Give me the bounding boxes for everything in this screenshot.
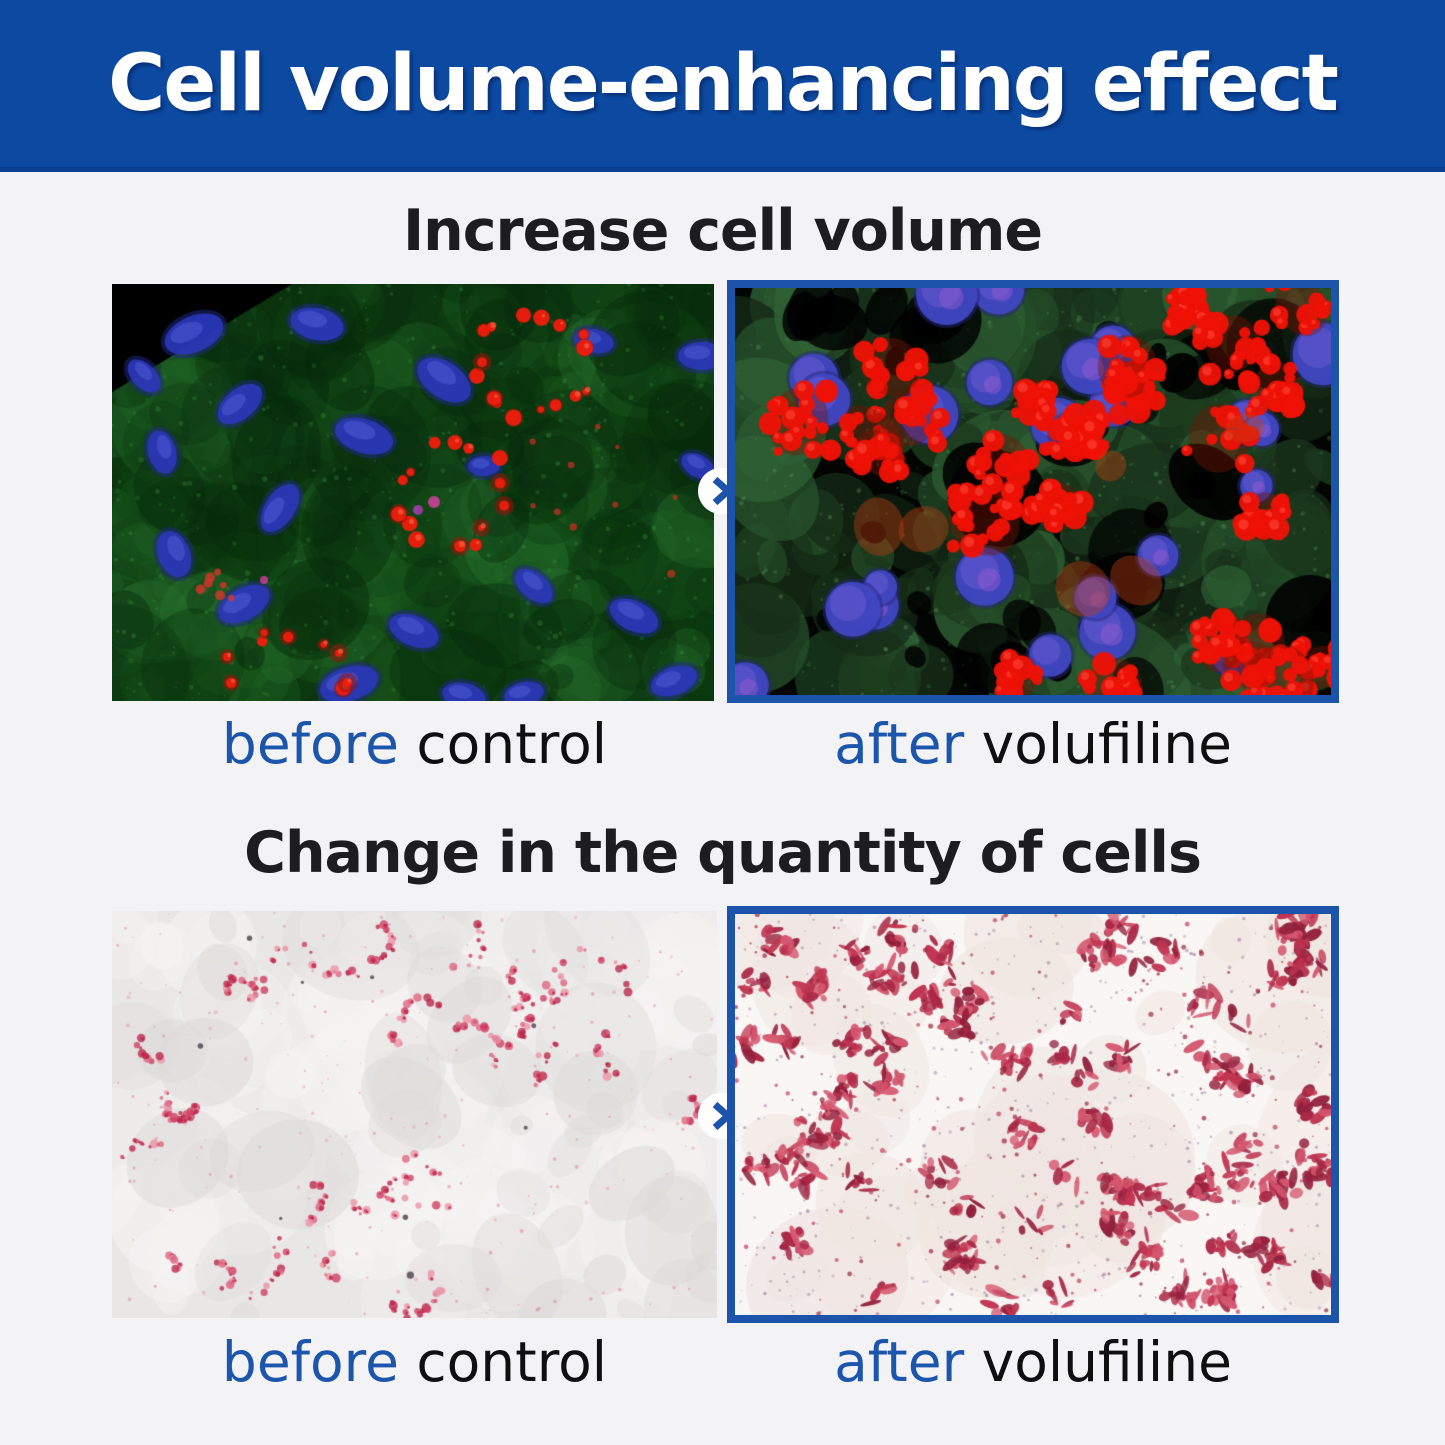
micrograph-volufiline-oil-red [727,906,1339,1323]
caption-name: volufiline [981,1330,1232,1394]
section-title: Increase cell volume [402,198,1043,264]
section-title: Change in the quantity of cells [244,820,1202,886]
page-title: Cell volume-enhancing effect [108,38,1339,129]
caption-before-control: before control [112,712,717,776]
micrograph-control-oil-red [112,911,717,1318]
caption-name: volufiline [981,712,1232,776]
caption-highlight: after [834,712,965,776]
caption-highlight: before [221,1330,399,1394]
caption-name: control [416,712,608,776]
caption-after-volufiline: after volufiline [727,712,1339,776]
header-banner: Cell volume-enhancing effect [0,0,1445,172]
micrograph-image [112,911,717,1318]
micrograph-image [112,284,714,701]
caption-highlight: before [221,712,399,776]
caption-before-control: before control [112,1330,717,1394]
micrograph-image [735,288,1331,695]
micrograph-image [735,914,1331,1315]
micrograph-volufiline-fluorescence [727,280,1339,703]
caption-after-volufiline: after volufiline [727,1330,1339,1394]
micrograph-control-fluorescence [112,284,714,701]
caption-highlight: after [834,1330,965,1394]
caption-name: control [416,1330,608,1394]
